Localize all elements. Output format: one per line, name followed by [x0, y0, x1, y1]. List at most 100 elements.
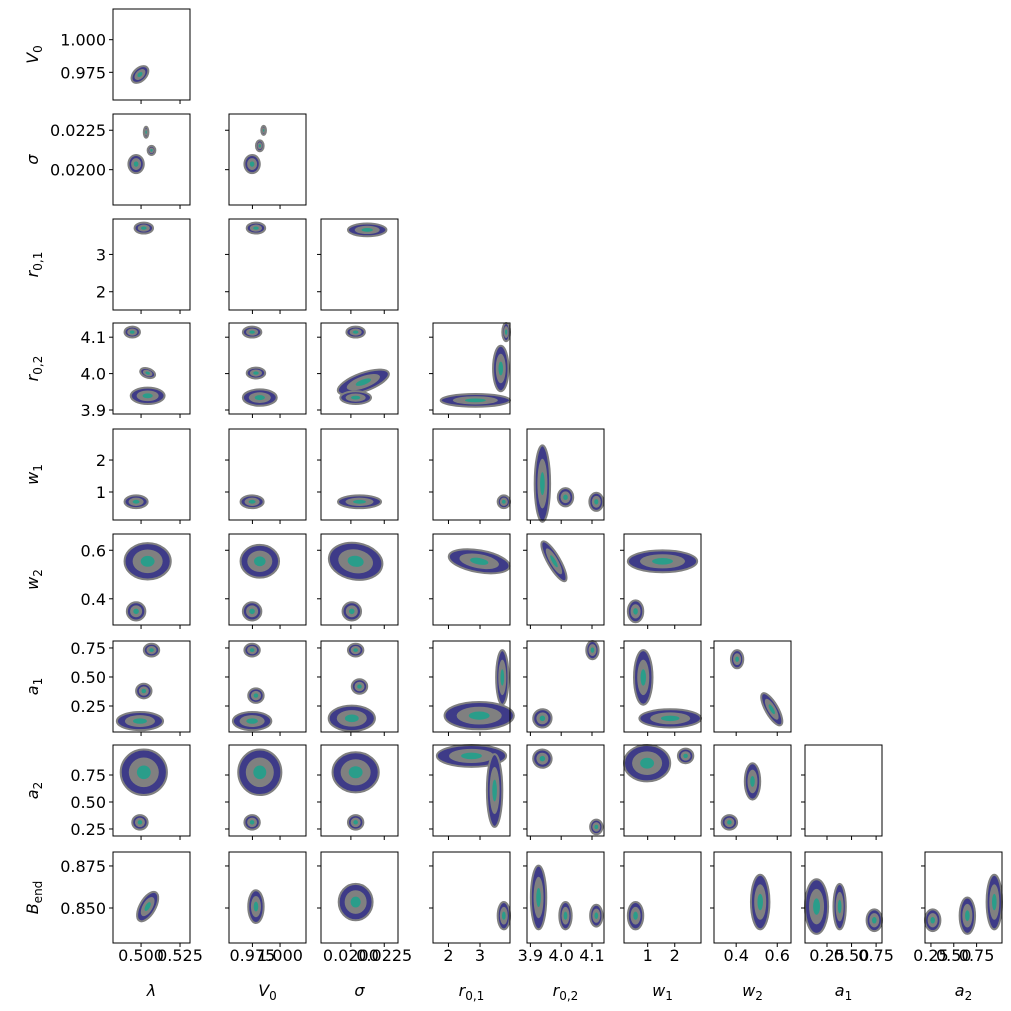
- panel-frame: [320, 428, 399, 521]
- panel: [320, 428, 399, 521]
- axis-label: σ: [354, 981, 365, 1000]
- y-tick-label: 1: [96, 483, 106, 502]
- y-tick-label: 0.4: [81, 590, 106, 609]
- contour-inner: [150, 149, 153, 152]
- label-symbol: r: [553, 981, 561, 1000]
- contour-inner: [504, 329, 508, 335]
- panel: [713, 851, 792, 944]
- contour-inner: [353, 820, 358, 825]
- axis-label: Bend: [23, 881, 45, 915]
- contour-inner: [965, 910, 970, 922]
- panel-frame: [526, 744, 605, 837]
- contour-inner: [640, 757, 655, 769]
- x-tick-label: 4.1: [579, 946, 604, 965]
- contour-inner: [258, 144, 261, 148]
- label-symbol: a: [23, 789, 42, 799]
- x-tick-label: 0.525: [157, 946, 203, 965]
- panel-frame: [320, 218, 399, 311]
- panel: [432, 533, 511, 626]
- panel-frame: [432, 744, 511, 837]
- panel-frame: [804, 744, 883, 837]
- contour-inner: [468, 711, 490, 720]
- x-tick-label: 4.0: [548, 946, 573, 965]
- contour-inner: [144, 902, 151, 912]
- panel: [432, 851, 511, 944]
- axis-label: w2: [742, 981, 763, 1003]
- label-subscript: 2: [755, 989, 763, 1003]
- contour-inner: [563, 494, 568, 500]
- panel: [804, 851, 883, 944]
- label-subscript: 1: [665, 989, 673, 1003]
- contour-inner: [149, 648, 154, 653]
- axis-label: V0: [23, 45, 45, 64]
- panel: [526, 428, 605, 523]
- y-tick-label: 0.25: [70, 820, 106, 839]
- panel-frame: [713, 744, 792, 837]
- axis-label: a2: [955, 981, 972, 1003]
- x-tick-label: 0.0200: [323, 946, 379, 965]
- contour-inner: [500, 669, 505, 686]
- contour-inner: [539, 755, 546, 762]
- contour-inner: [594, 912, 599, 919]
- contour-inner: [248, 499, 256, 504]
- label-symbol: a: [835, 981, 845, 1000]
- contour-inner: [350, 896, 361, 908]
- contour-inner: [837, 899, 842, 914]
- contour-inner: [253, 901, 259, 912]
- label-symbol: w: [23, 576, 42, 590]
- x-tick-label: 0.500: [118, 946, 164, 965]
- panel-frame: [228, 744, 307, 837]
- x-tick-label: 0.25: [809, 946, 845, 965]
- x-tick-label: 2: [670, 946, 680, 965]
- panel-frame: [526, 428, 605, 521]
- panel: [228, 113, 307, 206]
- label-subscript: 0,1: [31, 252, 45, 271]
- panel-frame: [432, 640, 511, 733]
- contour-inner: [991, 893, 997, 911]
- axis-label: r0,1: [23, 252, 45, 278]
- contour-inner: [137, 820, 143, 825]
- contour-inner: [660, 715, 680, 722]
- contour-inner: [768, 704, 775, 715]
- y-tick-label: 3.9: [81, 401, 106, 420]
- panel: [112, 428, 191, 521]
- contour-inner: [136, 765, 151, 780]
- panel-frame: [623, 851, 702, 944]
- contour-inner: [594, 824, 599, 830]
- panel: [228, 744, 307, 837]
- label-symbol: w: [652, 981, 666, 1000]
- axis-label: a1: [835, 981, 852, 1003]
- panel-frame: [228, 113, 307, 206]
- panel: [112, 533, 191, 626]
- panel: [713, 640, 792, 733]
- contour-inner: [640, 669, 647, 686]
- panel: [623, 533, 702, 626]
- x-tick-label: 1: [643, 946, 653, 965]
- y-tick-label: 0.75: [70, 639, 106, 658]
- contour-inner: [498, 361, 504, 376]
- contour-inner: [133, 608, 139, 615]
- contour-inner: [349, 608, 355, 615]
- label-subscript: 1: [31, 678, 45, 686]
- contour-inner: [132, 499, 140, 504]
- contour-inner: [461, 752, 482, 760]
- label-symbol: w: [23, 471, 42, 485]
- contour-inner: [254, 395, 265, 401]
- panel: [526, 744, 605, 837]
- contour-inner: [141, 226, 147, 230]
- x-tick-label: 3.9: [518, 946, 543, 965]
- y-tick-label: 1.000: [60, 31, 106, 50]
- panel: [432, 322, 512, 415]
- panel: [228, 218, 307, 311]
- contour-inner: [133, 161, 139, 167]
- contour-inner: [683, 753, 688, 759]
- label-symbol: V: [23, 52, 42, 64]
- panel: [623, 851, 702, 944]
- panel: [432, 428, 511, 521]
- panel: [320, 640, 399, 733]
- panel: [112, 218, 191, 311]
- y-tick-label: 2: [96, 451, 106, 470]
- panel: [112, 744, 191, 837]
- contour-inner: [633, 608, 638, 615]
- panel: [526, 640, 605, 733]
